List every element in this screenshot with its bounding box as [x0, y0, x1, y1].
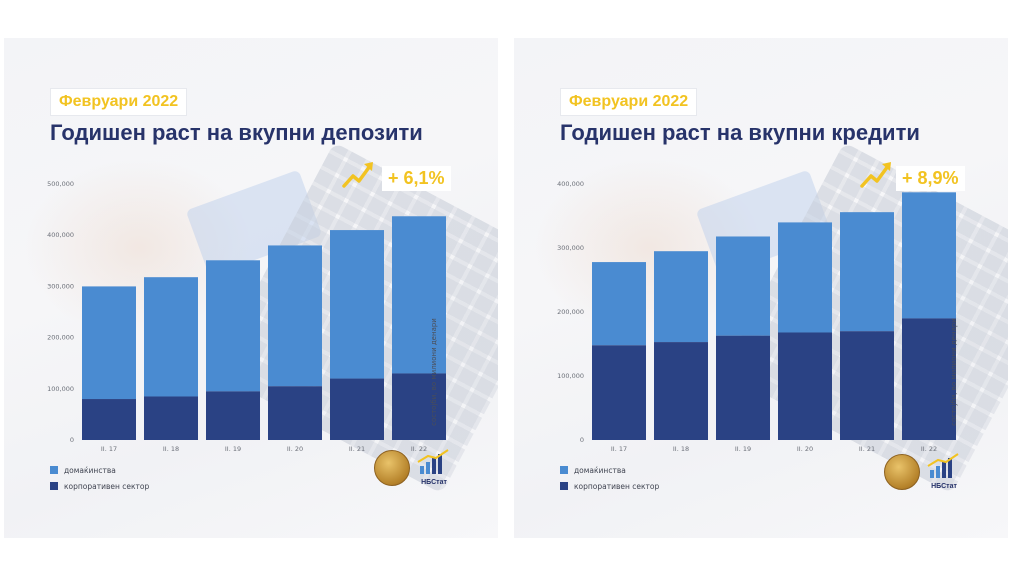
bar-households	[268, 245, 322, 387]
deposits-infographic: Февруари 2022 Годишен раст на вкупни деп…	[4, 38, 498, 538]
legend-label: домаќинства	[574, 465, 626, 475]
date-badge: Февруари 2022	[50, 88, 188, 116]
x-tick-label: II. 21	[859, 445, 875, 453]
growth-annotation: + 8,9%	[896, 166, 965, 191]
trend-arrow-icon	[860, 162, 891, 188]
x-tick-label: II. 22	[921, 445, 937, 453]
y-tick-label: 100,000	[557, 372, 584, 380]
bar-corporate	[82, 399, 136, 440]
legend: домаќинства корпоративен сектор	[50, 462, 149, 494]
legend-swatch-households	[50, 466, 58, 474]
stat-chart-icon	[417, 449, 449, 474]
bar-corporate	[330, 378, 384, 440]
x-tick-label: II. 20	[287, 445, 303, 453]
legend: домаќинства корпоративен сектор	[560, 462, 659, 494]
bar-corporate	[840, 331, 894, 440]
x-tick-label: II. 22	[411, 445, 427, 453]
legend-swatch-corporate	[560, 482, 568, 490]
legend-swatch-households	[560, 466, 568, 474]
y-tick-label: 500,000	[47, 180, 74, 188]
y-tick-label: 0	[70, 436, 74, 444]
bar-households	[392, 216, 446, 374]
legend-swatch-corporate	[50, 482, 58, 490]
y-axis-unit-label: состојби, во милиони денари	[430, 318, 438, 426]
deposits-bar-chart: 0 100,000 200,000 300,000 400,000 500,000 II. …	[47, 180, 446, 453]
bar-corporate	[206, 391, 260, 440]
chart-title: Годишен раст на вкупни кредити	[560, 120, 920, 145]
bar-corporate	[144, 396, 198, 440]
y-tick-label: 400,000	[47, 231, 74, 239]
bar-households	[592, 262, 646, 346]
x-tick-label: II. 18	[673, 445, 689, 453]
bar-households	[206, 260, 260, 392]
y-tick-label: 100,000	[47, 385, 74, 393]
legend-item-corporate: корпоративен сектор	[560, 478, 659, 494]
y-tick-label: 0	[580, 436, 584, 444]
stat-chart-icon	[927, 453, 959, 478]
bar-corporate	[778, 332, 832, 440]
bar-corporate	[654, 342, 708, 440]
bar-households	[654, 251, 708, 343]
x-tick-label: II. 17	[101, 445, 117, 453]
bar-households	[330, 230, 384, 379]
y-tick-label: 300,000	[557, 244, 584, 252]
bar-households	[716, 236, 770, 336]
growth-annotation: + 6,1%	[382, 166, 451, 191]
bar-households	[840, 212, 894, 332]
chart-title: Годишен раст на вкупни депозити	[50, 120, 423, 145]
y-tick-label: 200,000	[47, 334, 74, 342]
legend-item-households: домаќинства	[560, 462, 659, 478]
bar-corporate	[268, 386, 322, 440]
loans-bar-chart: 0 100,000 200,000 300,000 400,000 II. 17 II. 1…	[557, 180, 958, 453]
bar-corporate	[716, 335, 770, 440]
legend-item-households: домаќинства	[50, 462, 149, 478]
x-tick-label: II. 21	[349, 445, 365, 453]
bar-corporate	[902, 318, 956, 440]
legend-label: домаќинства	[64, 465, 116, 475]
x-tick-label: II. 20	[797, 445, 813, 453]
nbstat-label: НБСтат	[421, 479, 447, 486]
x-tick-label: II. 19	[225, 445, 241, 453]
nbrm-coin-logo	[884, 454, 920, 490]
x-tick-label: II. 17	[611, 445, 627, 453]
bar-households	[82, 286, 136, 400]
x-tick-label: II. 19	[735, 445, 751, 453]
y-axis-unit-label: состојби, во милиони денари	[950, 318, 958, 426]
legend-label: корпоративен сектор	[574, 481, 660, 491]
y-tick-label: 400,000	[557, 180, 584, 188]
nbstat-logo: НБСтат	[414, 448, 454, 486]
date-badge: Февруари 2022	[560, 88, 698, 116]
loans-infographic: Февруари 2022 Годишен раст на вкупни кре…	[514, 38, 1008, 538]
bar-corporate	[592, 345, 646, 440]
x-tick-label: II. 18	[163, 445, 179, 453]
nbstat-logo: НБСтат	[924, 452, 964, 490]
bar-households	[902, 192, 956, 319]
bar-households	[144, 277, 198, 397]
bar-households	[778, 222, 832, 333]
legend-item-corporate: корпоративен сектор	[50, 478, 149, 494]
nbstat-label: НБСтат	[931, 483, 957, 490]
legend-label: корпоративен сектор	[64, 481, 150, 491]
trend-arrow-icon	[342, 162, 373, 188]
y-tick-label: 200,000	[557, 308, 584, 316]
y-tick-label: 300,000	[47, 282, 74, 290]
nbrm-coin-logo	[374, 450, 410, 486]
bar-corporate	[392, 373, 446, 440]
